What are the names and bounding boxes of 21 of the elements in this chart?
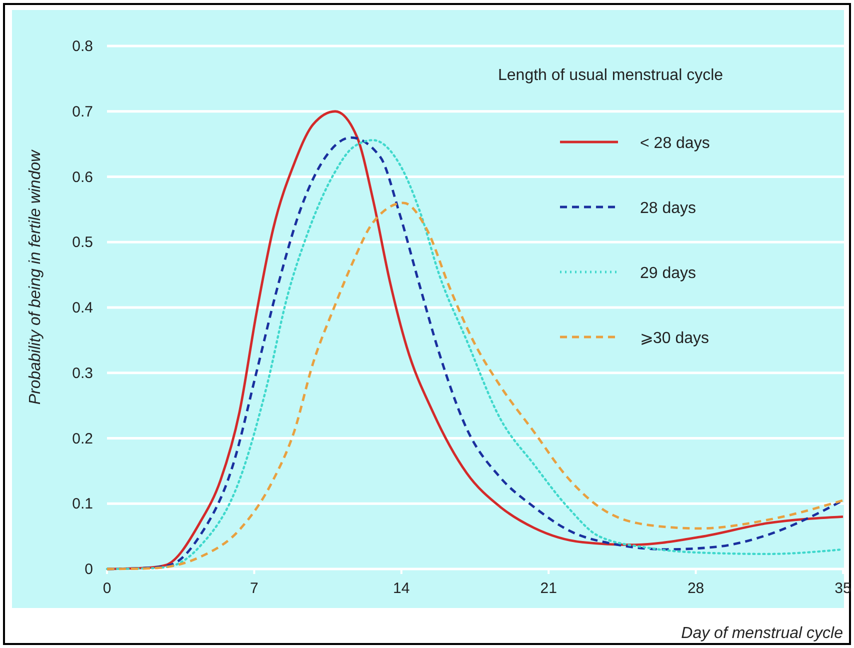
x-tick-label: 21 [540,580,557,597]
y-tick-label: 0.6 [72,168,93,186]
y-tick-label: 0.1 [72,496,93,513]
x-tick-label: 0 [102,580,112,597]
legend-label: < 28 days [640,135,710,152]
y-tick-label: 0.7 [72,103,93,120]
x-tick-label: 28 [687,580,704,597]
legend-label: ⩾30 days [640,330,710,347]
y-tick-label: 0 [84,561,93,578]
y-tick-label: 0.4 [72,300,93,316]
y-tick-label: 0.8 [72,38,93,55]
x-tick-label: 14 [393,580,410,597]
y-axis-title: Probability of being in fertile window [27,148,44,405]
x-tick-label: 7 [250,580,258,597]
legend-label: 29 days [640,265,696,282]
legend-title: Length of usual menstrual cycle [498,67,724,84]
y-tick-label: 0.2 [72,430,93,448]
x-axis-title: Day of menstrual cycle [681,625,844,642]
y-tick-label: 0.3 [72,364,93,382]
legend-label: 28 days [640,200,696,217]
y-tick-label: 0.5 [72,234,93,252]
